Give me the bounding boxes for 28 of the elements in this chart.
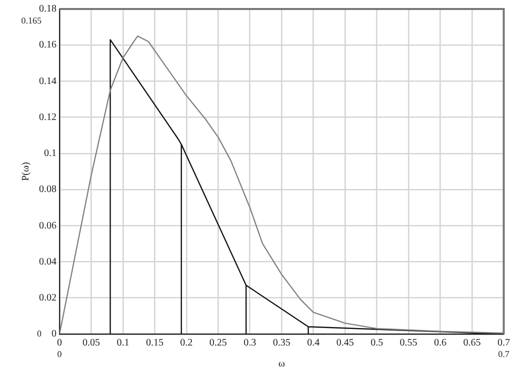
y-tick-label: 0.02: [39, 292, 56, 304]
x-tick-label: 0.55: [400, 338, 418, 349]
y-tick-label: 0.14: [39, 76, 56, 87]
text: 0.165: [21, 15, 42, 26]
x-tick-label: 0.4: [307, 338, 320, 349]
x-tick-label: 0.2: [180, 338, 193, 349]
x-tick-label: 0.3: [244, 338, 256, 349]
x-tick-label: 0.5: [370, 338, 384, 349]
y-axis-title: P(ω): [20, 162, 32, 181]
x-tick-label: 0.45: [336, 338, 354, 349]
x-axis-title: ω: [278, 358, 286, 370]
y-tick-label: 0.16: [39, 40, 56, 51]
y-tick-label: 0.12: [39, 112, 56, 123]
x-tick-label: 0.1: [116, 338, 130, 349]
x-tick-label: 0.65: [463, 338, 481, 349]
y-tick-label: 0.06: [39, 220, 56, 232]
text: 0.7: [498, 348, 510, 359]
y-tick-label: 0: [52, 328, 56, 340]
x-tick-label: 0.6: [434, 338, 447, 349]
y-tick-label: 0.04: [39, 256, 56, 268]
y-tick-label: 0.1: [44, 148, 56, 160]
x-tick-label: 0.15: [146, 338, 164, 349]
x-tick-label: 0.25: [209, 338, 227, 349]
x-tick-label: 0.05: [82, 338, 100, 349]
y-tick-label: 0.18: [39, 4, 56, 15]
x-tick-label: 0.7: [498, 338, 510, 349]
y-tick-label: 0.08: [39, 184, 56, 196]
x-tick-label: 0.35: [272, 338, 290, 349]
